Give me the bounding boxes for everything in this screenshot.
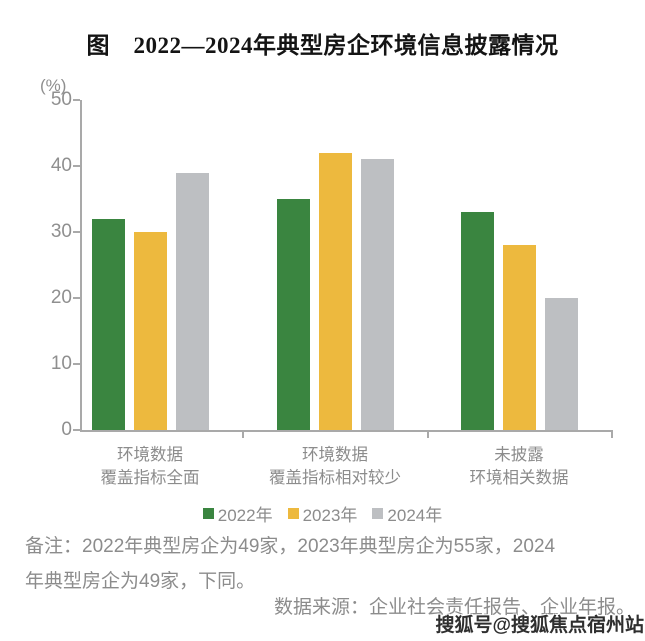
legend-label: 2023年 — [302, 506, 358, 525]
remark-note: 备注：2022年典型房企为49家，2023年典型房企为55家，2024 年典型房… — [25, 529, 555, 599]
legend-label: 2022年 — [217, 506, 273, 525]
chart-title: 图 2022—2024年典型房企环境信息披露情况 — [86, 33, 559, 58]
chart-legend: 2022年 2023年 2024年 — [0, 501, 645, 526]
y-tick-label: 40 — [50, 155, 72, 176]
bar-2023年-category-2 — [318, 152, 352, 430]
legend-item: 2022年 — [202, 501, 273, 526]
y-tick — [73, 363, 80, 365]
bar-2024年-category-3 — [544, 298, 578, 430]
y-tick-label: 50 — [50, 89, 72, 110]
legend-swatch — [372, 508, 384, 519]
bar-2022年-category-1 — [91, 218, 125, 430]
x-tick — [242, 430, 244, 438]
x-tick — [427, 430, 429, 438]
legend-swatch — [202, 508, 214, 519]
y-tick-label: 10 — [50, 353, 72, 374]
y-tick — [73, 231, 80, 233]
x-tick — [611, 430, 613, 438]
y-axis — [80, 100, 82, 432]
x-category-label: 环境数据 覆盖指标相对较少 — [269, 446, 401, 487]
bar-2022年-category-3 — [460, 212, 494, 430]
watermark: 搜狐号@搜狐焦点宿州站 — [435, 615, 644, 636]
legend-item: 2023年 — [287, 501, 358, 526]
x-category-label: 未披露 环境相关数据 — [469, 446, 569, 487]
y-tick — [73, 297, 80, 299]
remark-line-2: 年典型房企为49家，下同。 — [25, 571, 256, 592]
legend-label: 2024年 — [387, 506, 443, 525]
y-axis-unit-label: (%) — [40, 76, 67, 95]
y-tick — [73, 429, 80, 431]
y-tick-label: 0 — [61, 419, 72, 440]
data-source-note: 数据来源：企业社会责任报告、企业年报。 — [273, 597, 635, 618]
y-tick — [73, 165, 80, 167]
y-tick-label: 20 — [50, 287, 72, 308]
legend-swatch — [287, 508, 299, 519]
bar-2023年-category-3 — [502, 245, 536, 430]
bar-2022年-category-2 — [276, 199, 310, 430]
bar-2024年-category-1 — [175, 172, 209, 430]
y-tick — [73, 99, 80, 101]
remark-line-1: 备注：2022年典型房企为49家，2023年典型房企为55家，2024 — [25, 536, 556, 557]
y-tick-label: 30 — [50, 221, 72, 242]
x-category-label: 环境数据 覆盖指标全面 — [100, 446, 200, 487]
bar-2023年-category-1 — [133, 232, 167, 430]
x-axis — [80, 430, 613, 432]
legend-item: 2024年 — [372, 501, 442, 526]
bar-2024年-category-2 — [360, 159, 394, 430]
